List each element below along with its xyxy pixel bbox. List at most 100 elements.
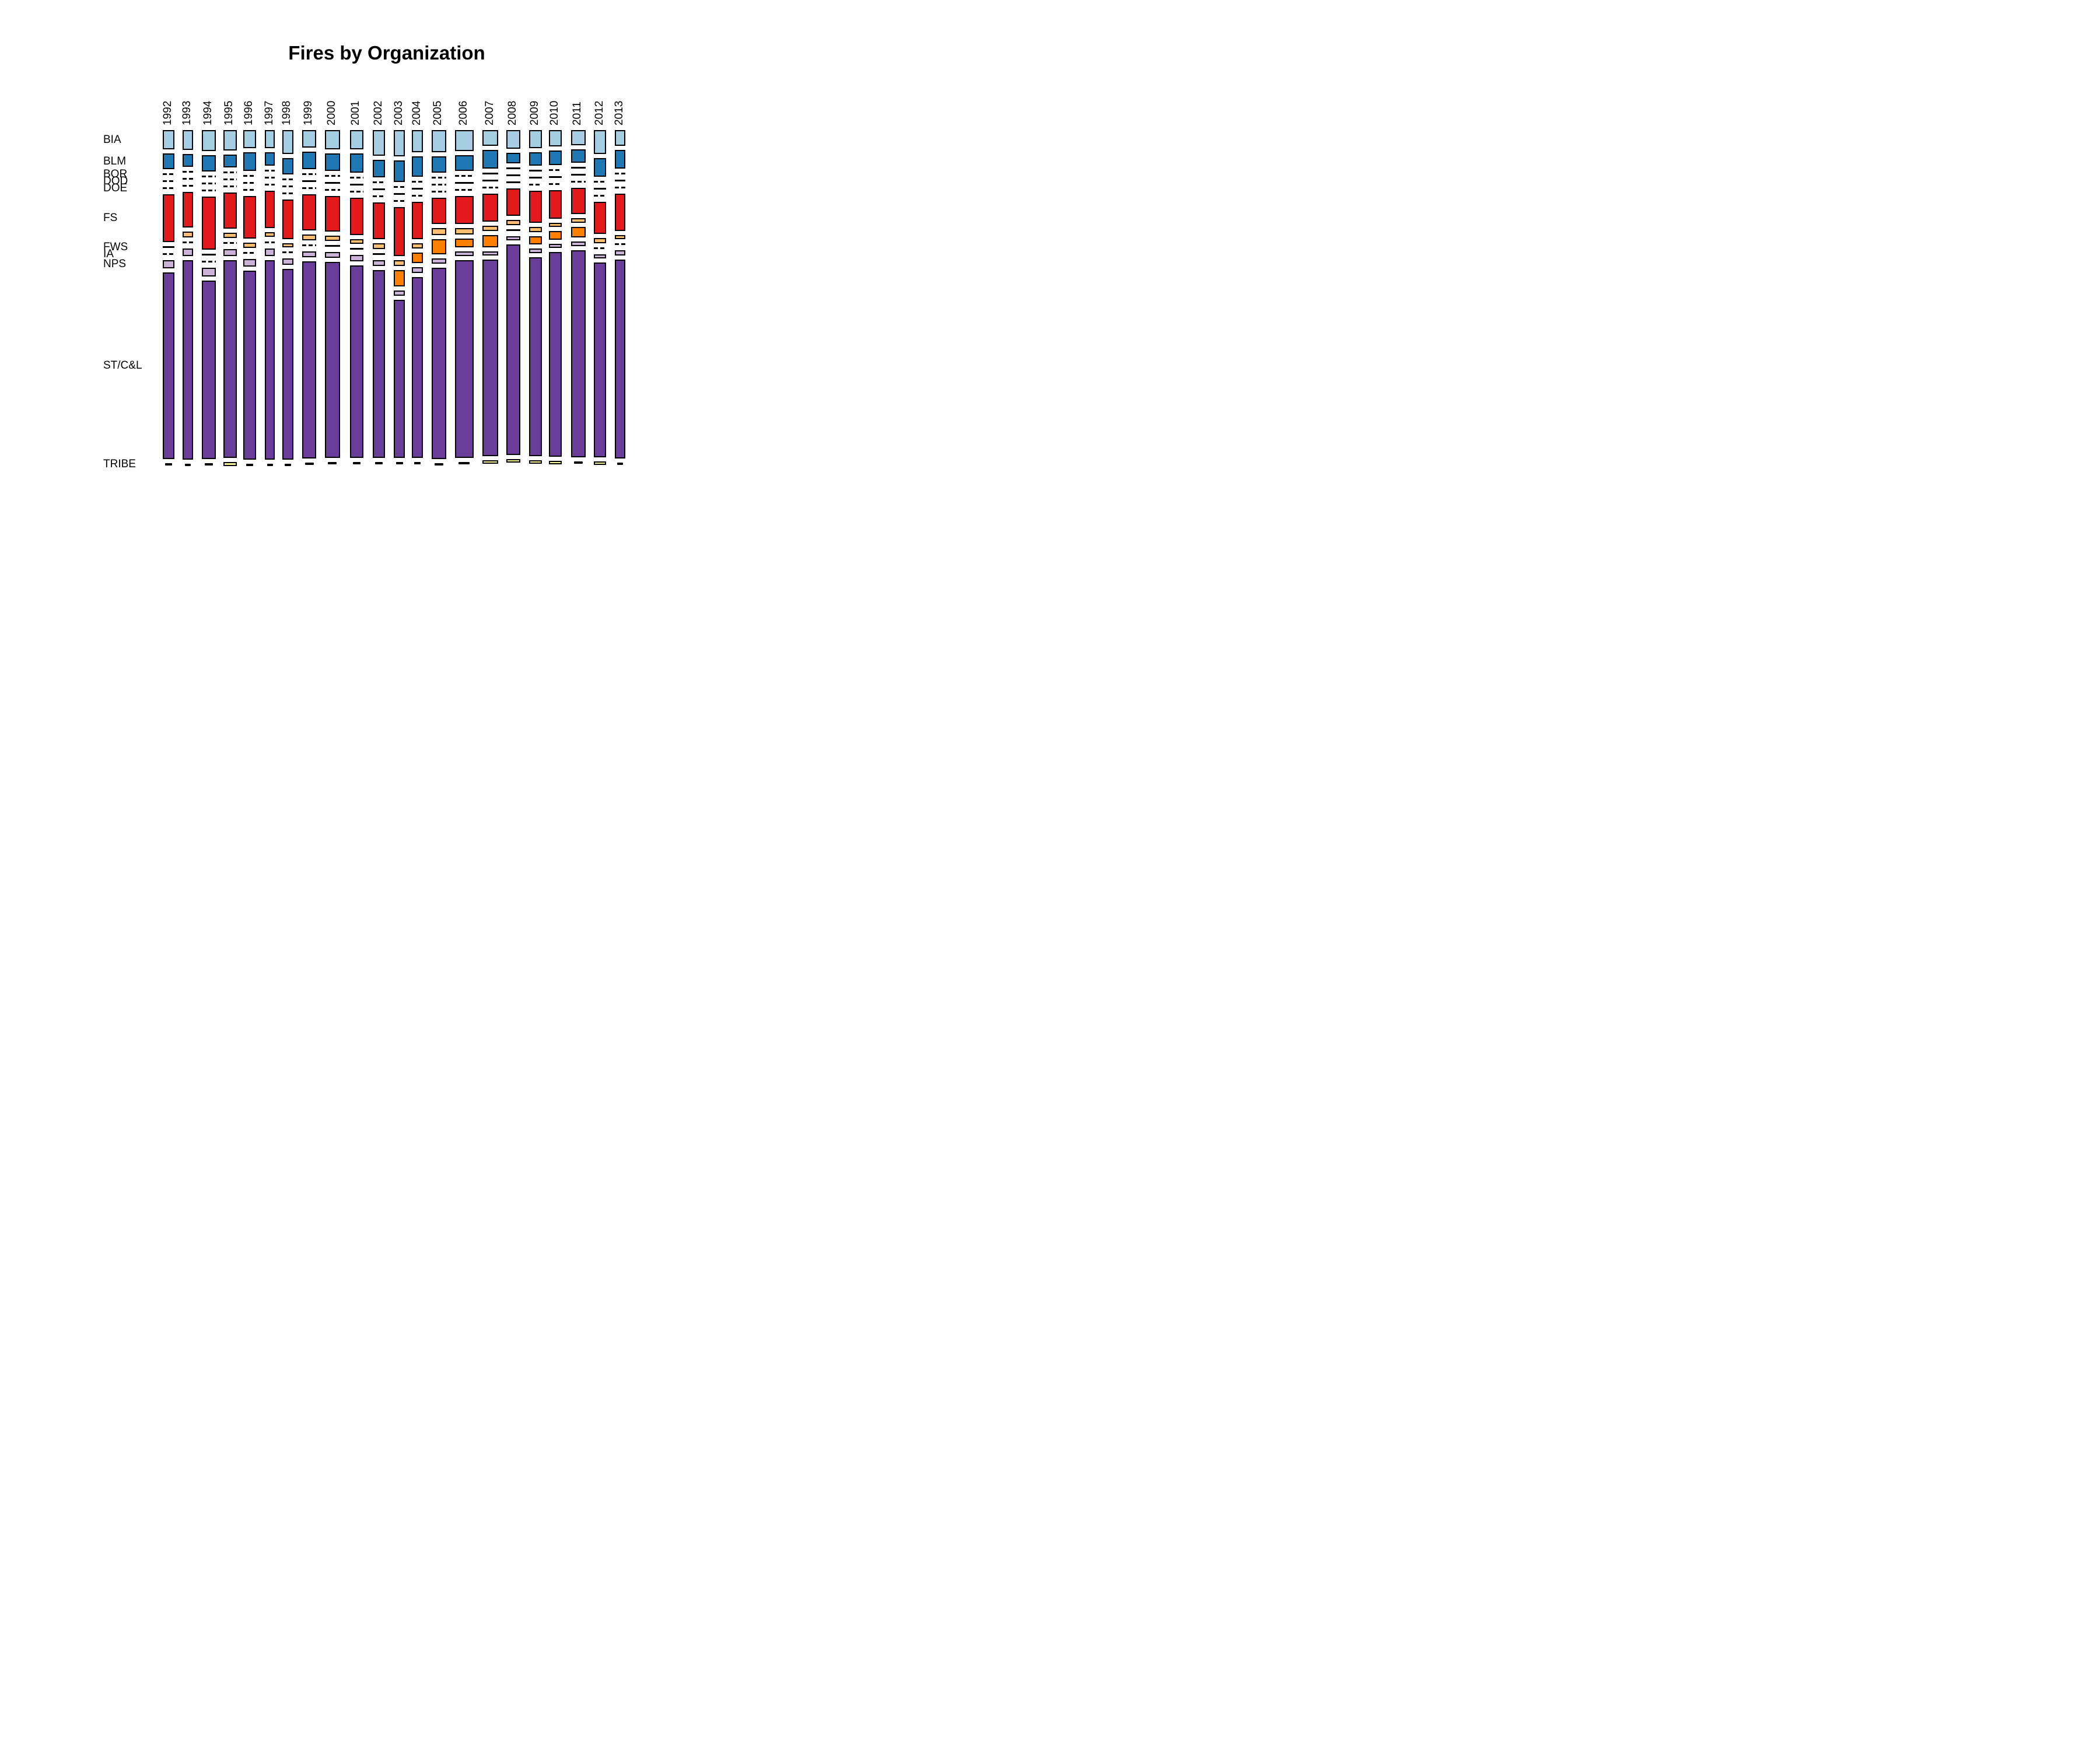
mosaic-cell-BIA xyxy=(350,130,363,149)
zero-cell-dash-TRIBE xyxy=(617,463,624,466)
thin-cell-BOR xyxy=(506,167,520,169)
mosaic-cell-NPS xyxy=(373,260,385,266)
mosaic-cell-NPS xyxy=(594,254,606,259)
mosaic-cell-FS xyxy=(412,202,423,239)
mosaic-cell-FS xyxy=(373,202,385,240)
mosaic-cell-ST/C&L xyxy=(594,262,606,457)
zero-cell-dash-DOE xyxy=(615,187,625,189)
zero-cell-dash-BOR xyxy=(615,173,625,175)
mosaic-cell-BIA xyxy=(202,130,216,151)
mosaic-cell-NPS xyxy=(482,251,498,256)
zero-cell-dash-DOE xyxy=(350,191,363,193)
year-label: 2004 xyxy=(410,101,423,126)
mosaic-cell-ST/C&L xyxy=(615,259,625,459)
mosaic-cell-ST/C&L xyxy=(506,244,520,456)
mosaic-cell-IA xyxy=(394,270,405,286)
mosaic-cell-BLM xyxy=(615,150,625,169)
mosaic-cell-BIA xyxy=(506,130,520,149)
mosaic-cell-ST/C&L xyxy=(302,261,317,459)
org-label-IA: IA xyxy=(103,247,114,260)
zero-cell-dash-BOR xyxy=(549,169,562,171)
zero-cell-dash-DOD xyxy=(265,176,275,178)
org-label-FS: FS xyxy=(103,211,118,224)
mosaic-cell-BLM xyxy=(570,149,586,163)
mosaic-cell-IA xyxy=(482,235,498,247)
zero-cell-dash-BOR xyxy=(163,173,174,175)
mosaic-cell-NPS xyxy=(302,251,317,258)
thin-cell-DOE xyxy=(506,181,520,183)
year-label: 2002 xyxy=(372,101,384,126)
mosaic-cell-FS xyxy=(265,190,275,229)
mosaic-cell-FWS xyxy=(412,243,423,249)
mosaic-cell-FS xyxy=(223,192,237,229)
year-label: 2001 xyxy=(349,101,362,126)
org-label-ST/C&L: ST/C&L xyxy=(103,359,142,372)
mosaic-cell-BLM xyxy=(549,150,562,165)
zero-cell-dash-DOD xyxy=(432,183,446,186)
zero-cell-dash-DOE xyxy=(163,187,174,189)
zero-cell-dash-DOE xyxy=(282,192,293,195)
mosaic-cell-NPS xyxy=(183,248,193,257)
mosaic-cell-BLM xyxy=(482,150,498,169)
mosaic-cell-FWS xyxy=(570,218,586,223)
mosaic-cell-NPS xyxy=(243,258,256,267)
zero-cell-dash-DOD xyxy=(183,178,193,180)
mosaic-cell-BLM xyxy=(432,156,446,173)
org-label-DOE: DOE xyxy=(103,181,128,194)
mosaic-cell-FS xyxy=(506,188,520,216)
mosaic-cell-ST/C&L xyxy=(394,300,405,459)
mosaic-cell-FS xyxy=(594,202,606,235)
thin-cell-DOD xyxy=(350,184,363,186)
mosaic-cell-IA xyxy=(529,236,542,245)
year-label: 2011 xyxy=(571,102,584,126)
zero-cell-dash-DOD xyxy=(202,182,216,184)
mosaic-cell-FS xyxy=(183,192,193,228)
mosaic-cell-BLM xyxy=(594,158,606,177)
mosaic-cell-BLM xyxy=(163,153,174,169)
mosaic-cell-ST/C&L xyxy=(373,270,385,458)
zero-cell-dash-TRIBE xyxy=(164,463,172,466)
mosaic-cell-BLM xyxy=(455,155,474,171)
year-label: 2009 xyxy=(528,101,541,126)
mosaic-cell-ST/C&L xyxy=(529,257,542,457)
mosaic-cell-NPS xyxy=(223,249,237,257)
mosaic-cell-BLM xyxy=(302,152,317,170)
zero-cell-dash-BOR xyxy=(183,171,193,173)
thin-cell-DOD xyxy=(482,180,498,182)
thin-cell-DOD xyxy=(529,176,542,178)
year-label: 1994 xyxy=(202,101,214,126)
zero-cell-dash-IA xyxy=(183,241,193,243)
mosaic-cell-FS xyxy=(324,196,340,232)
mosaic-cell-BIA xyxy=(302,130,317,148)
mosaic-cell-BIA xyxy=(549,130,562,147)
mosaic-cell-BIA xyxy=(243,130,256,148)
mosaic-cell-FS xyxy=(615,194,625,231)
zero-cell-dash-DOE xyxy=(202,189,216,191)
mosaic-cell-BLM xyxy=(202,155,216,172)
thin-cell-DOD xyxy=(302,180,317,183)
mosaic-cell-FWS xyxy=(432,228,446,236)
mosaic-cell-ST/C&L xyxy=(570,250,586,457)
mosaic-cell-IA xyxy=(432,239,446,255)
zero-cell-dash-BOR xyxy=(594,181,606,183)
mosaic-cell-NPS xyxy=(282,258,293,265)
year-label: 1993 xyxy=(181,101,194,126)
zero-cell-dash-DOD xyxy=(243,181,256,184)
zero-cell-dash-IA xyxy=(594,247,606,250)
zero-cell-dash-IA xyxy=(302,244,317,247)
org-label-TRIBE: TRIBE xyxy=(103,458,136,471)
zero-cell-dash-TRIBE xyxy=(375,461,383,464)
mosaic-cell-TRIBE xyxy=(482,460,498,464)
zero-cell-dash-DOD xyxy=(163,180,174,182)
year-label: 2010 xyxy=(548,101,561,126)
thin-cell-DOD xyxy=(324,182,340,184)
mosaic-cell-NPS xyxy=(432,258,446,264)
zero-cell-dash-IA xyxy=(163,253,174,255)
zero-cell-dash-IA xyxy=(243,251,256,254)
mosaic-cell-BIA xyxy=(594,130,606,155)
zero-cell-dash-TRIBE xyxy=(267,463,273,466)
mosaic-cell-ST/C&L xyxy=(455,260,474,459)
zero-cell-dash-TRIBE xyxy=(284,463,291,466)
zero-cell-dash-DOE xyxy=(412,195,423,197)
mosaic-cell-BIA xyxy=(265,130,275,148)
